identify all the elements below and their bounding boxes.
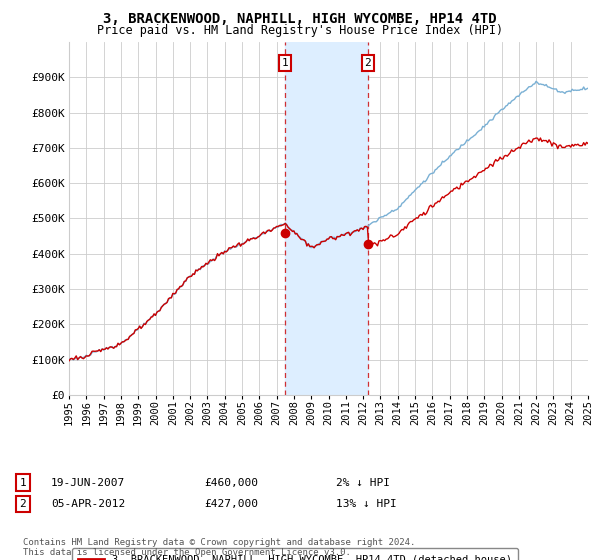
Text: 1: 1 bbox=[281, 58, 288, 68]
Text: 19-JUN-2007: 19-JUN-2007 bbox=[51, 478, 125, 488]
Text: 3, BRACKENWOOD, NAPHILL, HIGH WYCOMBE, HP14 4TD: 3, BRACKENWOOD, NAPHILL, HIGH WYCOMBE, H… bbox=[103, 12, 497, 26]
Text: 2: 2 bbox=[19, 499, 26, 509]
Text: 2: 2 bbox=[364, 58, 371, 68]
Text: £427,000: £427,000 bbox=[204, 499, 258, 509]
Text: 05-APR-2012: 05-APR-2012 bbox=[51, 499, 125, 509]
Text: 1: 1 bbox=[19, 478, 26, 488]
Text: Contains HM Land Registry data © Crown copyright and database right 2024.
This d: Contains HM Land Registry data © Crown c… bbox=[23, 538, 415, 557]
Text: 13% ↓ HPI: 13% ↓ HPI bbox=[336, 499, 397, 509]
Bar bbox=[285, 42, 368, 395]
Text: Price paid vs. HM Land Registry's House Price Index (HPI): Price paid vs. HM Land Registry's House … bbox=[97, 24, 503, 37]
Legend: 3, BRACKENWOOD, NAPHILL, HIGH WYCOMBE, HP14 4TD (detached house), HPI: Average p: 3, BRACKENWOOD, NAPHILL, HIGH WYCOMBE, H… bbox=[71, 548, 518, 560]
Text: 2% ↓ HPI: 2% ↓ HPI bbox=[336, 478, 390, 488]
Text: £460,000: £460,000 bbox=[204, 478, 258, 488]
